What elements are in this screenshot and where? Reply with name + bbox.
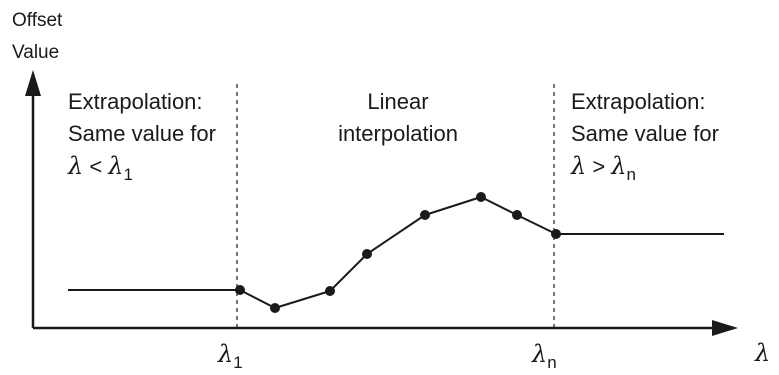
calibration-point [235, 285, 245, 295]
calibration-point [551, 229, 561, 239]
calibration-points [235, 192, 561, 313]
y-axis-title-line2: Value [12, 42, 59, 63]
left-region-condition: λ < λ1 [67, 152, 133, 184]
right-region-line1: Extrapolation: [571, 89, 706, 114]
interpolation-curve [239, 196, 557, 309]
left-region-line2: Same value for [68, 121, 216, 146]
middle-region-line1: Linear [367, 89, 428, 114]
x-axis-symbol: λ [754, 339, 770, 367]
right-region-condition: λ > λn [570, 152, 636, 184]
calibration-point [325, 286, 335, 296]
calibration-point [476, 192, 486, 202]
tick-lambda-n: λn [531, 340, 557, 372]
left-region-line1: Extrapolation: [68, 89, 203, 114]
middle-region-line2: interpolation [338, 121, 458, 146]
right-region-line2: Same value for [571, 121, 719, 146]
calibration-point [270, 303, 280, 313]
calibration-point [420, 210, 430, 220]
calibration-point [362, 249, 372, 259]
x-axis-arrowhead [712, 320, 738, 336]
tick-lambda-1: λ1 [217, 340, 243, 372]
y-axis-title-line1: Offset [12, 10, 63, 31]
y-axis-arrowhead [25, 70, 41, 96]
calibration-point [512, 210, 522, 220]
